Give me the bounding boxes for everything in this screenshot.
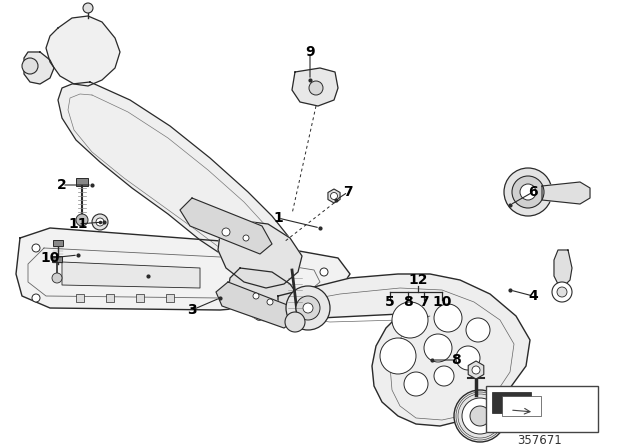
Circle shape	[96, 218, 104, 226]
Circle shape	[404, 372, 428, 396]
Circle shape	[52, 273, 62, 283]
Text: 1: 1	[273, 211, 283, 225]
Circle shape	[472, 366, 480, 374]
Text: 8: 8	[403, 295, 413, 309]
Polygon shape	[62, 262, 200, 288]
Text: 5: 5	[385, 295, 395, 309]
Circle shape	[512, 176, 544, 208]
Polygon shape	[24, 52, 54, 84]
Circle shape	[466, 318, 490, 342]
Circle shape	[320, 268, 328, 276]
Text: 3: 3	[187, 303, 197, 317]
Circle shape	[267, 299, 273, 305]
Circle shape	[424, 334, 452, 362]
Polygon shape	[58, 82, 296, 280]
Text: 10: 10	[40, 251, 60, 265]
Text: 9: 9	[305, 45, 315, 59]
Circle shape	[456, 346, 480, 370]
Circle shape	[380, 338, 416, 374]
Circle shape	[309, 81, 323, 95]
Circle shape	[286, 286, 330, 330]
Polygon shape	[278, 274, 530, 426]
Bar	[76, 178, 88, 186]
Text: 11: 11	[68, 217, 88, 231]
Text: 12: 12	[408, 273, 428, 287]
Circle shape	[520, 184, 536, 200]
Text: 6: 6	[528, 185, 538, 199]
Circle shape	[92, 214, 108, 230]
Circle shape	[285, 312, 305, 332]
Bar	[486, 386, 598, 432]
Bar	[136, 294, 144, 302]
Text: 7: 7	[419, 295, 429, 309]
Polygon shape	[218, 220, 302, 288]
Polygon shape	[554, 250, 572, 286]
Circle shape	[462, 398, 498, 434]
Circle shape	[392, 302, 428, 338]
Circle shape	[83, 3, 93, 13]
Bar	[106, 294, 114, 302]
Circle shape	[22, 58, 38, 74]
Text: 7: 7	[343, 185, 353, 199]
Circle shape	[253, 293, 259, 299]
Circle shape	[454, 390, 506, 442]
Bar	[166, 294, 174, 302]
Circle shape	[222, 228, 230, 236]
Circle shape	[243, 235, 249, 241]
Polygon shape	[180, 198, 272, 254]
Circle shape	[552, 282, 572, 302]
Polygon shape	[46, 16, 120, 86]
Bar	[76, 294, 84, 302]
Circle shape	[303, 303, 313, 313]
Circle shape	[296, 296, 320, 320]
Polygon shape	[292, 68, 338, 106]
Circle shape	[557, 287, 567, 297]
Text: 357671: 357671	[518, 434, 563, 447]
Circle shape	[32, 244, 40, 252]
Bar	[502, 396, 541, 416]
Circle shape	[330, 193, 337, 199]
Polygon shape	[542, 182, 590, 204]
Text: 8: 8	[451, 353, 461, 367]
Circle shape	[470, 406, 490, 426]
Bar	[52, 256, 62, 262]
Circle shape	[76, 214, 88, 226]
Polygon shape	[228, 268, 300, 322]
Polygon shape	[216, 282, 296, 328]
Circle shape	[434, 366, 454, 386]
Bar	[492, 392, 531, 413]
Bar	[53, 240, 63, 246]
Text: 2: 2	[57, 178, 67, 192]
Text: 10: 10	[432, 295, 452, 309]
Circle shape	[32, 294, 40, 302]
Circle shape	[434, 304, 462, 332]
Text: 4: 4	[528, 289, 538, 303]
Circle shape	[504, 168, 552, 216]
Polygon shape	[16, 228, 350, 310]
